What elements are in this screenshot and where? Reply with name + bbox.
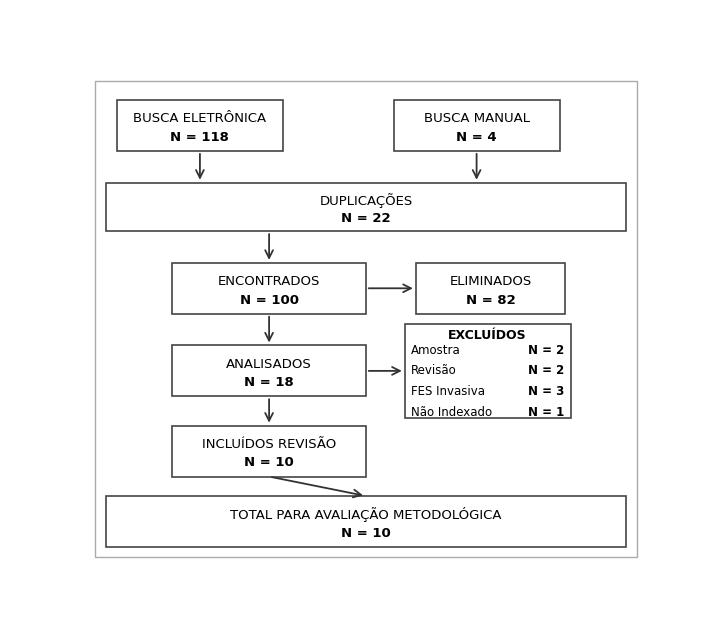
Text: ANALISADOS: ANALISADOS: [226, 358, 312, 371]
Text: N = 18: N = 18: [244, 376, 294, 389]
Text: N = 3: N = 3: [528, 385, 564, 398]
FancyBboxPatch shape: [117, 100, 283, 151]
FancyBboxPatch shape: [416, 262, 565, 314]
FancyBboxPatch shape: [172, 262, 366, 314]
FancyBboxPatch shape: [106, 496, 626, 547]
Text: INCLUÍDOS REVISÃO: INCLUÍDOS REVISÃO: [202, 438, 336, 451]
Text: N = 2: N = 2: [528, 365, 564, 377]
FancyBboxPatch shape: [172, 345, 366, 396]
Text: BUSCA ELETRÔNICA: BUSCA ELETRÔNICA: [134, 112, 266, 126]
Text: N = 82: N = 82: [466, 293, 516, 307]
Text: ELIMINADOS: ELIMINADOS: [449, 275, 531, 288]
Text: N = 10: N = 10: [244, 456, 294, 469]
Text: N = 1: N = 1: [528, 406, 564, 419]
FancyBboxPatch shape: [172, 425, 366, 476]
Text: Não Indexado: Não Indexado: [411, 406, 493, 419]
FancyBboxPatch shape: [405, 324, 570, 418]
Text: N = 4: N = 4: [456, 131, 497, 144]
Text: Revisão: Revisão: [411, 365, 457, 377]
Text: N = 118: N = 118: [171, 131, 229, 144]
FancyBboxPatch shape: [393, 100, 560, 151]
Text: TOTAL PARA AVALIAÇÃO METODOLÓGICA: TOTAL PARA AVALIAÇÃO METODOLÓGICA: [230, 507, 502, 522]
FancyBboxPatch shape: [106, 182, 626, 231]
Text: N = 100: N = 100: [240, 293, 298, 307]
Text: FES Invasiva: FES Invasiva: [411, 385, 486, 398]
Text: Amostra: Amostra: [411, 344, 461, 357]
Text: BUSCA MANUAL: BUSCA MANUAL: [423, 112, 530, 126]
Text: DUPLICAÇÕES: DUPLICAÇÕES: [319, 193, 413, 208]
Text: ENCONTRADOS: ENCONTRADOS: [218, 275, 321, 288]
Text: EXCLUÍDOS: EXCLUÍDOS: [448, 329, 527, 342]
Text: N = 2: N = 2: [528, 344, 564, 357]
Text: N = 10: N = 10: [341, 527, 391, 540]
Text: N = 22: N = 22: [341, 211, 391, 225]
